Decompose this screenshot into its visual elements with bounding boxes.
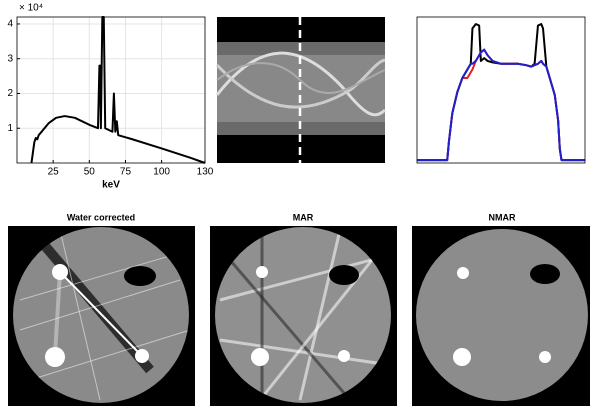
x-tick-label: 75 (120, 167, 132, 178)
x-tick-label: 100 (153, 167, 170, 178)
x-axis-label: keV (102, 180, 120, 191)
x-tick-label: 50 (84, 167, 96, 178)
page: {"chart_data":[ {"type":"line","xlabel":… (0, 0, 594, 416)
y-tick-label: 3 (7, 53, 13, 64)
y-tick-label: 4 (7, 19, 13, 30)
ct-water-corrected (8, 226, 195, 406)
ct-mar (210, 226, 397, 406)
y-tick-label: 2 (7, 88, 13, 99)
sinogram (217, 17, 385, 163)
figure: Water corrected MAR NMAR 1 2 3 4 25 50 75 100 13… (0, 0, 594, 416)
y-tick-label: 1 (7, 123, 13, 134)
image-title: Water corrected (67, 212, 135, 222)
y-axis-scale: × 10⁴ (19, 3, 43, 14)
plot-area (17, 17, 205, 163)
x-tick-label: 25 (48, 167, 60, 178)
ct-nmar (412, 226, 590, 406)
image-title: NMAR (489, 212, 516, 222)
image-title: MAR (293, 212, 314, 222)
x-tick-label: 130 (197, 167, 214, 178)
